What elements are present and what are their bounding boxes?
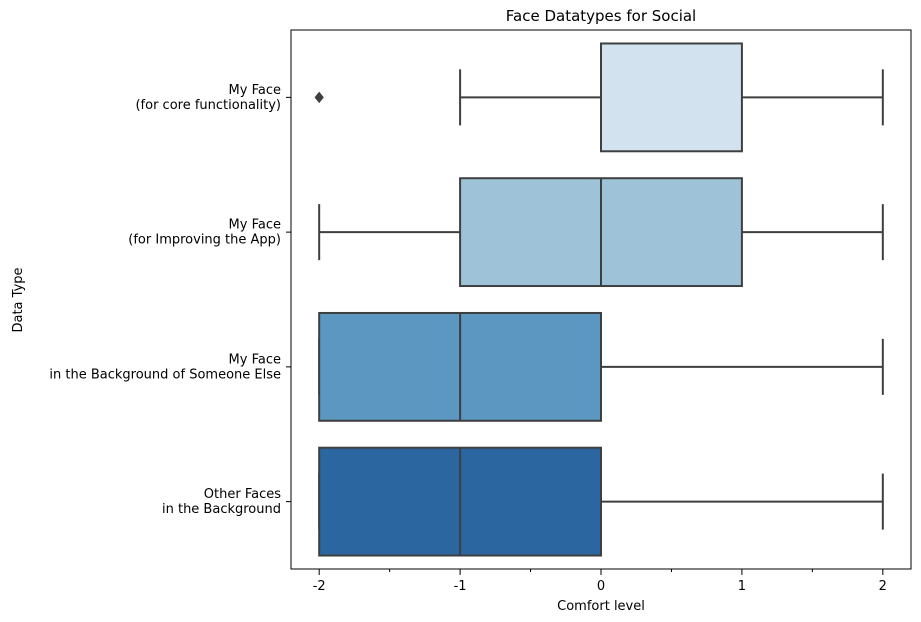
y-tick-label: (for core functionality) <box>135 98 281 113</box>
y-axis-label: Data Type <box>11 267 26 332</box>
box-group <box>318 446 884 557</box>
chart-title: Face Datatypes for Social <box>506 7 696 25</box>
x-tick-label: 0 <box>597 579 605 594</box>
x-tick-label: -1 <box>454 579 467 594</box>
plot-frame <box>290 29 912 570</box>
y-tick-label: My Face <box>229 83 281 98</box>
y-tick-label: My Face <box>229 218 281 233</box>
outlier-point <box>314 91 324 104</box>
box-group <box>318 177 884 288</box>
x-tick-label: 1 <box>738 579 746 594</box>
box-group <box>314 42 884 153</box>
x-axis-label: Comfort level <box>557 599 645 614</box>
x-tick-label: -2 <box>313 579 326 594</box>
y-tick-label: My Face <box>229 352 281 367</box>
iqr-box <box>600 42 743 153</box>
x-axis: -2 -1 0 1 2 <box>313 569 887 594</box>
y-tick-label: in the Background <box>162 502 281 517</box>
y-tick-label: (for Improving the App) <box>128 233 281 248</box>
plot-area <box>314 42 884 557</box>
x-tick-label: 2 <box>879 579 887 594</box>
y-axis: My Face(for core functionality)My Face(f… <box>49 83 291 517</box>
y-tick-label: Other Faces <box>204 487 281 502</box>
box-group <box>318 311 884 422</box>
y-tick-label: in the Background of Someone Else <box>49 367 281 382</box>
